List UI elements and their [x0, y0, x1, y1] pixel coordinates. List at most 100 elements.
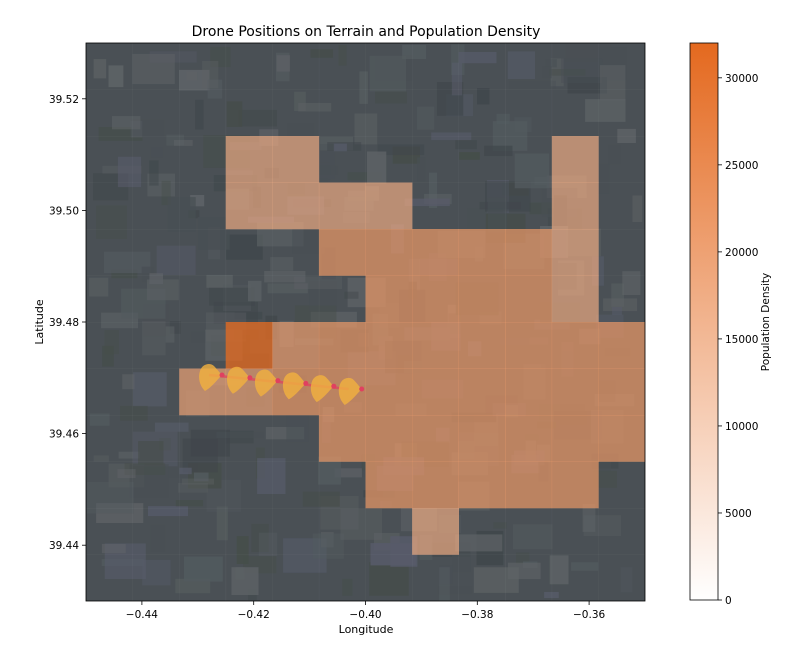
density-cell	[318, 508, 366, 555]
density-cell	[86, 182, 133, 230]
terrain-patch	[437, 586, 473, 595]
density-cell	[132, 182, 180, 230]
density-cell	[225, 182, 273, 230]
density-cell	[505, 415, 553, 462]
density-cell	[272, 43, 320, 90]
y-tick-label: 39.50	[49, 205, 79, 217]
chart-title: Drone Positions on Terrain and Populatio…	[192, 24, 541, 40]
density-cell	[505, 43, 553, 90]
density-cell	[272, 554, 320, 602]
density-cell	[365, 368, 413, 416]
density-cell	[505, 554, 553, 602]
terrain-patch	[258, 532, 278, 556]
density-cell	[318, 229, 366, 276]
terrain-patch	[582, 504, 596, 532]
drone-marker	[226, 366, 250, 394]
density-cell	[458, 182, 506, 230]
density-cell	[86, 368, 133, 416]
density-cell	[551, 136, 599, 183]
density-cell	[598, 554, 646, 602]
density-cell	[225, 43, 273, 90]
drone-position-point	[303, 380, 309, 386]
terrain-patch	[132, 53, 175, 85]
density-cell	[505, 461, 553, 509]
terrain-patch	[354, 113, 378, 145]
drone-marker	[310, 375, 334, 403]
y-tick-label: 39.46	[49, 429, 79, 441]
terrain-patch	[161, 180, 171, 206]
density-cell	[225, 89, 273, 137]
terrain-patch	[270, 257, 294, 271]
density-cell	[365, 508, 413, 555]
density-cell	[272, 322, 320, 369]
terrain-patch	[429, 172, 438, 208]
terrain-patch	[439, 567, 450, 601]
terrain-patch	[544, 592, 559, 599]
terrain-patch	[210, 46, 231, 68]
y-tick-label: 39.52	[49, 94, 79, 106]
density-cell	[598, 136, 646, 183]
density-cell	[505, 275, 553, 323]
density-cell	[458, 275, 506, 323]
density-cell	[179, 136, 227, 183]
terrain-patch	[142, 321, 166, 356]
density-cell	[598, 461, 646, 509]
density-cell	[225, 508, 273, 555]
density-cell	[551, 275, 599, 323]
drone-position-point	[331, 383, 337, 389]
density-cell	[225, 322, 273, 369]
terrain-patch	[402, 44, 427, 59]
density-cell	[598, 229, 646, 276]
density-cell	[365, 322, 413, 369]
terrain-patch	[207, 79, 223, 99]
terrain-patch	[195, 99, 204, 130]
terrain-patch	[182, 438, 218, 473]
density-cell	[179, 182, 227, 230]
terrain-patch	[179, 69, 210, 91]
drone-position-point	[247, 375, 253, 381]
density-cell	[179, 554, 227, 602]
terrain-patch	[286, 407, 309, 443]
density-cell	[412, 554, 459, 602]
density-cell	[272, 275, 320, 323]
terrain-patch	[175, 578, 211, 594]
plot-area	[85, 42, 646, 602]
density-cell	[598, 43, 646, 90]
terrain-patch	[206, 274, 233, 288]
terrain-patch	[318, 456, 341, 485]
terrain-patch	[149, 160, 159, 186]
density-cell	[551, 182, 599, 230]
density-cell	[132, 136, 180, 183]
terrain-patch	[342, 578, 353, 596]
density-cell	[458, 136, 506, 183]
density-cell	[458, 43, 506, 90]
density-cell	[318, 275, 366, 323]
terrain-patch	[96, 205, 127, 239]
terrain-patch	[179, 467, 192, 475]
terrain-patch	[124, 463, 166, 475]
density-cell	[458, 229, 506, 276]
density-cell	[412, 508, 459, 555]
density-cell	[225, 136, 273, 183]
density-cell	[179, 415, 227, 462]
terrain-patch	[455, 534, 503, 552]
x-axis: −0.44 −0.42 −0.40 −0.38 −0.36	[126, 601, 606, 621]
colorbar-tick-label: 20000	[725, 247, 758, 259]
density-cell	[132, 229, 180, 276]
terrain-patch	[257, 458, 286, 494]
terrain-patch	[512, 524, 553, 550]
density-cell	[132, 554, 180, 602]
density-cell	[179, 461, 227, 509]
terrain-patch	[561, 58, 603, 83]
terrain-patch	[370, 543, 416, 566]
terrain-patch	[507, 51, 535, 79]
density-cell	[86, 136, 133, 183]
terrain-patch	[173, 139, 193, 146]
density-cell	[551, 43, 599, 90]
terrain-patch	[122, 374, 135, 390]
density-cell	[225, 415, 273, 462]
terrain-patch	[359, 71, 368, 104]
terrain-patch	[571, 562, 599, 571]
density-cell	[225, 461, 273, 509]
density-cell	[318, 182, 366, 230]
